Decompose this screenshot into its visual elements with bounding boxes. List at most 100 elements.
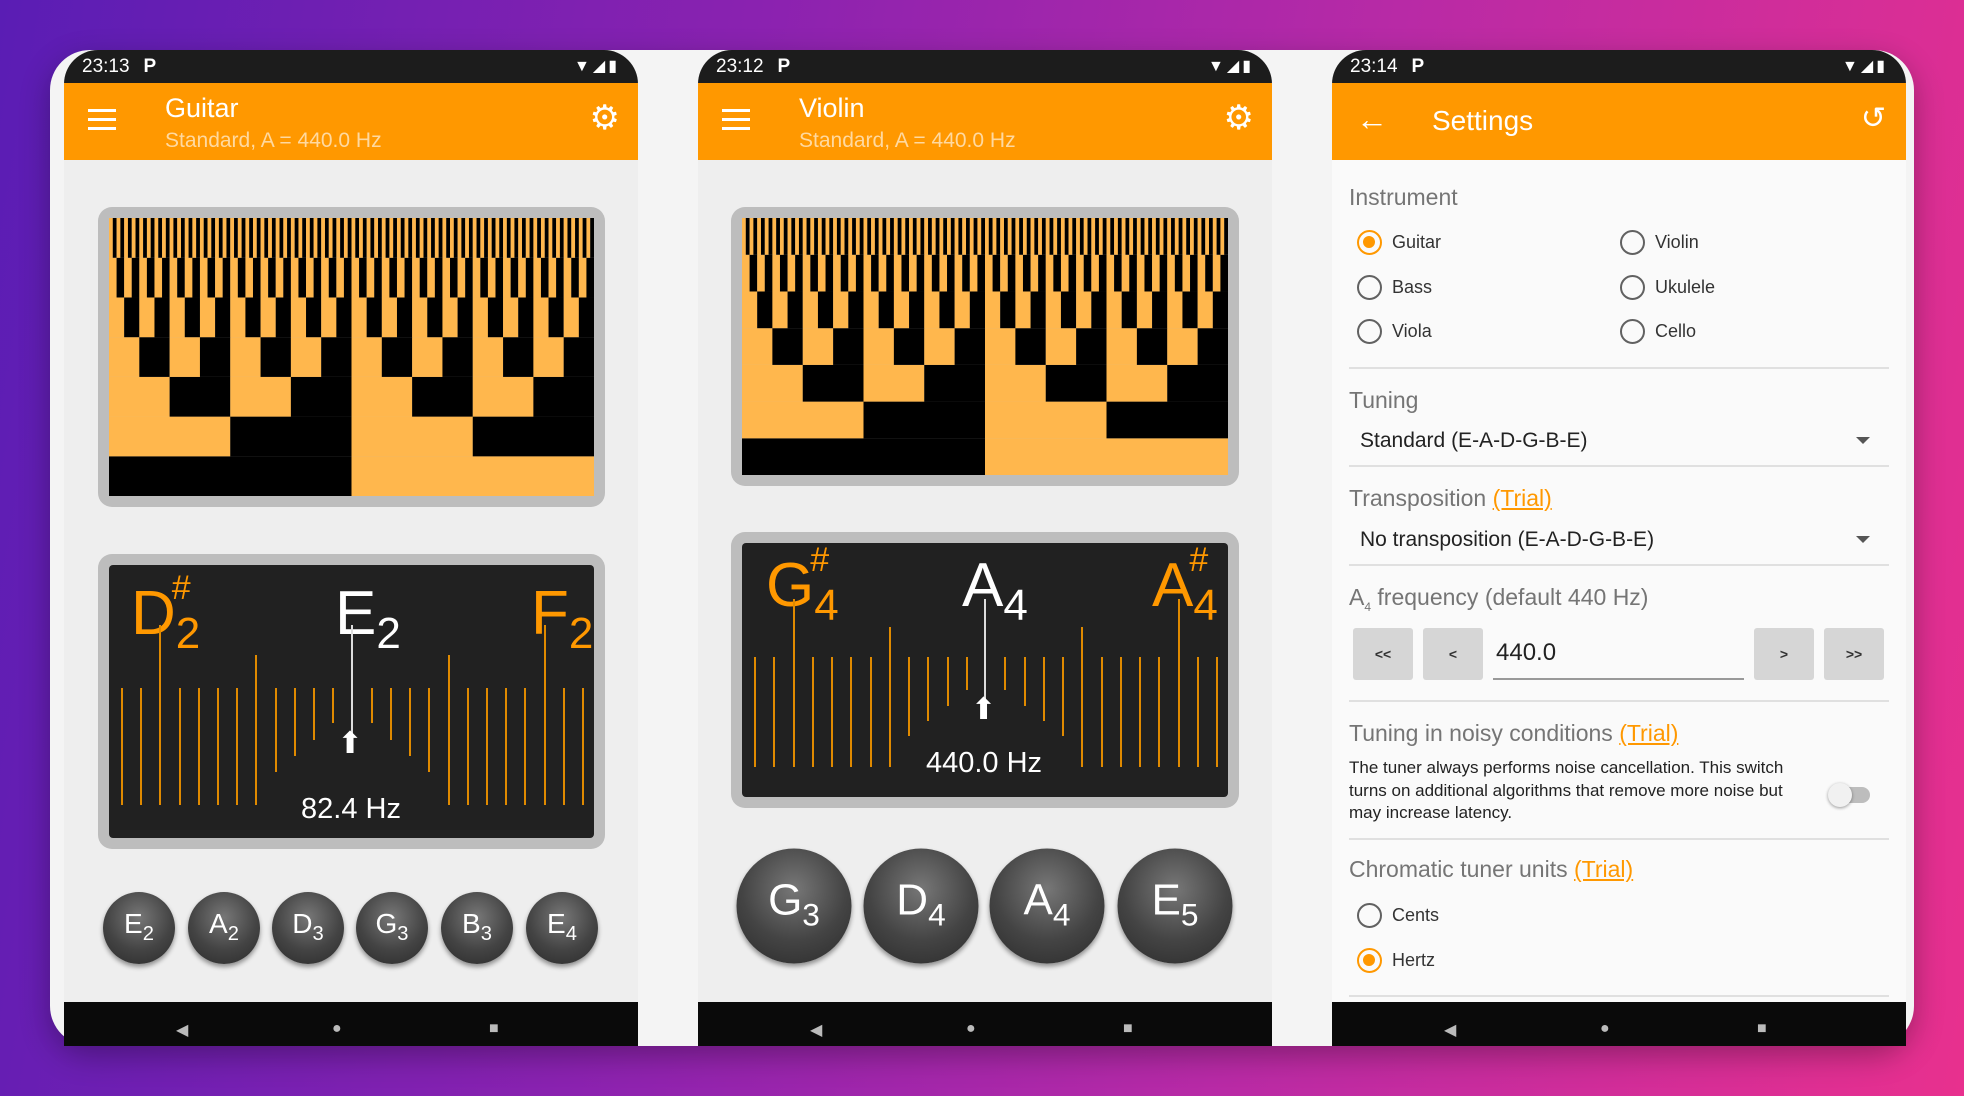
- recents-nav-icon[interactable]: ■: [489, 1020, 499, 1037]
- gear-icon[interactable]: ⚙: [589, 99, 620, 137]
- back-nav-icon[interactable]: ◀: [176, 1022, 189, 1039]
- spectrogram-cell: [427, 218, 432, 258]
- home-nav-icon[interactable]: ●: [332, 1020, 342, 1037]
- spectrogram-cell: [177, 218, 182, 258]
- string-button[interactable]: D3: [272, 892, 344, 964]
- spectrogram-cell: [1167, 254, 1175, 292]
- tuner-tick: [236, 687, 239, 806]
- noisy-toggle[interactable]: [1828, 783, 1870, 807]
- tuner-tick: [370, 687, 373, 724]
- hamburger-icon[interactable]: [722, 109, 750, 131]
- spectrogram-cell: [480, 218, 485, 258]
- spectrogram-cell: [222, 257, 231, 298]
- spectrogram-cell: [1083, 218, 1088, 255]
- spectrogram-cell: [109, 257, 117, 298]
- gear-icon[interactable]: ⚙: [1223, 99, 1254, 137]
- tuning-select[interactable]: Standard (E-A-D-G-B-E): [1360, 429, 1870, 453]
- spectrogram-cell: [817, 254, 826, 292]
- decrease-large-button[interactable]: <<: [1353, 628, 1413, 680]
- spectrogram-cell: [1167, 218, 1172, 255]
- decrease-button[interactable]: <: [1423, 628, 1483, 680]
- string-button[interactable]: G3: [736, 848, 852, 964]
- spectrogram-cell: [404, 218, 409, 258]
- spectrogram-cell: [1045, 218, 1050, 255]
- increase-large-button[interactable]: >>: [1824, 628, 1884, 680]
- spectrogram-cell: [969, 254, 978, 292]
- wifi-signal-battery-icon: ▼◢▮: [1842, 58, 1888, 75]
- spectrogram-cell: [931, 218, 936, 255]
- spectrogram-cell: [943, 218, 948, 255]
- string-button[interactable]: B3: [441, 892, 513, 964]
- back-nav-icon[interactable]: ◀: [1444, 1022, 1457, 1039]
- spectrogram-cell: [795, 218, 800, 255]
- string-button[interactable]: D4: [863, 848, 979, 964]
- spectrogram-cell: [772, 291, 788, 329]
- trial-link[interactable]: (Trial): [1492, 485, 1552, 511]
- spectrogram-cell: [1076, 254, 1084, 292]
- spectrogram-cell: [146, 257, 155, 298]
- spectrogram-cell: [753, 218, 758, 255]
- spectrogram-cell: [802, 328, 834, 365]
- tuner-tick: [888, 626, 891, 767]
- reset-icon[interactable]: ↺: [1860, 102, 1886, 135]
- hamburger-icon[interactable]: [88, 109, 116, 131]
- spectrogram-cell: [912, 218, 917, 255]
- spectrogram-cell: [1144, 218, 1149, 255]
- spectrogram-cell: [450, 218, 454, 258]
- spectrogram-cell: [863, 401, 986, 439]
- spectrogram-cell: [192, 257, 201, 298]
- string-button[interactable]: G3: [356, 892, 428, 964]
- radio-cents[interactable]: Cents: [1357, 903, 1439, 928]
- radio-bass[interactable]: Bass: [1357, 275, 1432, 300]
- back-nav-icon[interactable]: ◀: [810, 1022, 823, 1039]
- spectrogram-cell: [1212, 218, 1217, 255]
- spectrogram-cell: [1015, 328, 1046, 365]
- trial-link[interactable]: (Trial): [1573, 856, 1634, 882]
- recents-nav-icon[interactable]: ■: [1123, 1020, 1133, 1037]
- string-button[interactable]: A2: [188, 892, 260, 964]
- arrow-back-icon[interactable]: ←: [1356, 101, 1388, 137]
- recents-nav-icon[interactable]: ■: [1757, 1020, 1767, 1037]
- spectrogram-cell: [506, 218, 511, 258]
- spectrogram-cell: [1106, 291, 1122, 329]
- dropdown-arrow-icon: [1856, 437, 1870, 444]
- spectrogram-cell: [544, 218, 549, 258]
- spectrogram-cell: [1163, 218, 1168, 255]
- spectrogram-cell: [909, 218, 913, 255]
- radio-guitar[interactable]: Guitar: [1357, 230, 1441, 255]
- spectrogram-cell: [966, 218, 970, 255]
- spectrogram-cell: [180, 218, 185, 258]
- home-nav-icon[interactable]: ●: [966, 1020, 976, 1037]
- string-button[interactable]: E5: [1117, 848, 1233, 964]
- spectrogram-cell: [878, 291, 894, 329]
- spectrogram-cell: [590, 218, 594, 258]
- string-button[interactable]: E4: [526, 892, 598, 964]
- app-title: Violin: [799, 93, 865, 123]
- radio-viola[interactable]: Viola: [1357, 319, 1432, 344]
- increase-button[interactable]: >: [1754, 628, 1814, 680]
- radio-ukulele[interactable]: Ukulele: [1620, 275, 1715, 300]
- noisy-description: The tuner always performs noise cancella…: [1349, 758, 1784, 822]
- spectrogram-cell: [480, 257, 489, 298]
- spectrogram-cell: [351, 297, 367, 338]
- spectrogram-cell: [1148, 218, 1153, 255]
- spectrogram-cell: [1087, 218, 1092, 255]
- center-note-label: A4: [962, 551, 1028, 630]
- radio-cello[interactable]: Cello: [1620, 319, 1696, 344]
- string-button[interactable]: E2: [103, 892, 175, 964]
- transposition-select[interactable]: No transposition (E-A-D-G-B-E): [1360, 528, 1870, 552]
- tuner-tick: [1004, 657, 1007, 691]
- a4-frequency-input[interactable]: 440.0: [1493, 628, 1744, 680]
- spectrogram-cell: [533, 337, 564, 377]
- spectrogram-cell: [973, 218, 978, 255]
- trial-link[interactable]: (Trial): [1619, 720, 1679, 746]
- radio-hertz[interactable]: Hertz: [1357, 948, 1435, 973]
- spectrogram-cell: [499, 218, 504, 258]
- spectrogram-cell: [503, 218, 507, 258]
- radio-violin[interactable]: Violin: [1620, 230, 1699, 255]
- string-button[interactable]: A4: [989, 848, 1105, 964]
- spectrogram-cell: [855, 218, 860, 255]
- home-nav-icon[interactable]: ●: [1600, 1020, 1610, 1037]
- spectrogram-cell: [802, 254, 811, 292]
- spectrogram-cell: [848, 291, 864, 329]
